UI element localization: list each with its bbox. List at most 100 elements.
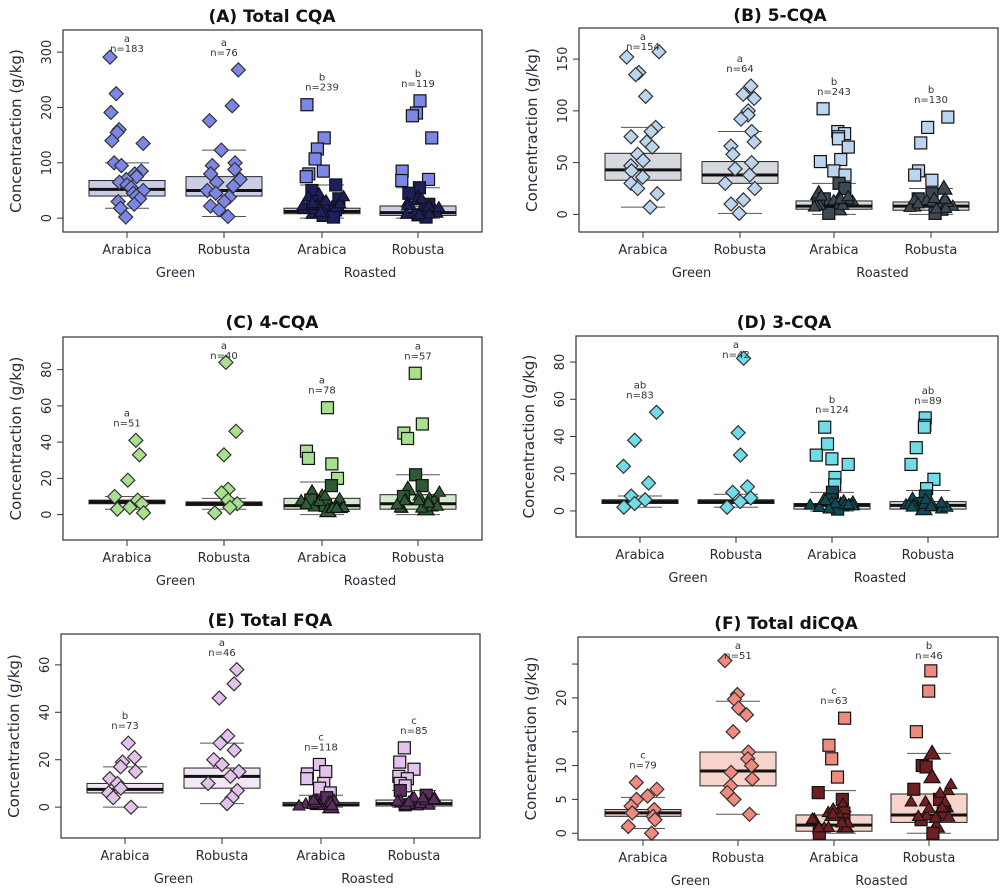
group-label: Green <box>156 266 195 281</box>
data-point <box>415 479 429 493</box>
data-point <box>117 209 134 225</box>
data-point <box>320 401 335 415</box>
data-point <box>211 690 228 706</box>
data-point-cluster <box>399 207 414 219</box>
box <box>185 176 263 197</box>
plot-frame <box>60 633 481 839</box>
data-point <box>201 112 218 129</box>
y-tick-label: 300 <box>40 40 55 65</box>
data-point <box>230 61 247 78</box>
sample-size-label: n=64 <box>726 64 753 75</box>
significance-letter: b <box>928 85 934 96</box>
data-point-cluster <box>390 794 405 806</box>
plot-frame <box>62 336 483 541</box>
data-point <box>135 135 151 152</box>
data-point-cluster <box>397 493 412 506</box>
data-point-cluster <box>841 497 856 510</box>
series-green-robusta: an=46 <box>183 638 261 812</box>
data-point <box>732 447 749 463</box>
sample-size-label: n=57 <box>404 351 431 362</box>
data-point-cluster <box>325 798 340 811</box>
data-point <box>827 164 841 178</box>
data-point <box>425 131 439 145</box>
significance-letter: c <box>318 732 324 743</box>
y-tick-label: 0 <box>553 507 568 515</box>
series-green-robusta: an=51 <box>699 641 777 823</box>
group-label: Roasted <box>341 872 394 887</box>
data-point-cluster <box>904 794 918 807</box>
series-roasted-arabica: cn=118 <box>282 732 360 814</box>
data-point <box>738 706 755 723</box>
data-point <box>735 350 752 367</box>
series-roasted-robusta: cn=85 <box>375 716 453 812</box>
group-label: Green <box>156 574 195 589</box>
y-tick-label: 0 <box>555 829 570 837</box>
data-point <box>741 806 758 823</box>
data-point <box>103 104 119 121</box>
data-point <box>941 110 955 124</box>
data-point <box>825 752 839 766</box>
data-point-cluster <box>306 793 321 805</box>
series-roasted-arabica: cn=63 <box>795 686 873 840</box>
panel-title: (A) Total CQA <box>208 7 336 27</box>
x-tick-label: Arabica <box>809 243 858 258</box>
significance-letter: a <box>221 341 227 352</box>
x-tick-label: Robusta <box>710 548 763 563</box>
data-point <box>113 157 130 174</box>
significance-letter: a <box>124 408 130 419</box>
data-point <box>119 472 136 489</box>
sample-size-label: n=130 <box>914 95 948 106</box>
data-point <box>131 446 148 463</box>
panel-b: (B) 5-CQA Concentraction (g/kg) 0 50 100 150 A… <box>523 6 999 281</box>
x-tick-label: Arabica <box>807 548 856 563</box>
significance-letter: a <box>733 340 739 351</box>
data-point <box>717 175 734 192</box>
x-tick-label: Arabica <box>102 551 151 566</box>
data-point-cluster <box>922 801 936 813</box>
y-axis-label: Concentraction (g/kg) <box>7 357 25 521</box>
series-green-arabica: an=51 <box>88 408 166 521</box>
data-point <box>206 504 223 521</box>
data-point <box>818 420 832 434</box>
plot-frame <box>577 636 999 841</box>
group-label: Roasted <box>854 571 907 586</box>
data-point-cluster <box>938 201 953 213</box>
data-point <box>126 196 143 213</box>
group-label: Roasted <box>344 266 397 281</box>
data-point <box>415 417 429 431</box>
data-point-cluster <box>421 495 436 508</box>
series-green-arabica: an=183 <box>88 34 166 225</box>
data-point <box>741 167 758 183</box>
data-point <box>299 170 313 184</box>
data-point-cluster <box>825 806 840 819</box>
data-point-cluster <box>929 201 944 214</box>
panel-e: (E) Total FQA Concentraction (g/kg) 0 20 40 6… <box>5 611 481 887</box>
data-point <box>640 475 657 491</box>
data-point <box>402 186 416 200</box>
significance-letter: a <box>735 641 741 652</box>
data-point <box>909 441 923 455</box>
significance-letter: ab <box>922 386 934 397</box>
data-point-cluster <box>319 193 333 206</box>
significance-letter: b <box>122 711 128 722</box>
data-point-cluster <box>841 189 855 202</box>
data-point-cluster <box>430 499 445 511</box>
data-point <box>746 134 762 150</box>
sample-size-label: n=40 <box>210 351 237 362</box>
data-point <box>822 206 836 220</box>
y-tick-label: 0 <box>40 510 55 518</box>
series-roasted-robusta: an=57 <box>379 341 457 516</box>
series-green-robusta: an=76 <box>185 38 263 225</box>
data-point <box>112 758 129 775</box>
sample-size-label: n=124 <box>815 405 849 416</box>
data-point <box>649 781 665 798</box>
data-point-cluster <box>935 800 949 813</box>
data-point <box>109 501 126 518</box>
series-green-robusta: an=42 <box>697 340 775 516</box>
data-point <box>207 185 224 202</box>
x-tick-label: Arabica <box>296 849 345 864</box>
data-point <box>834 152 848 167</box>
series-roasted-arabica: bn=243 <box>795 77 873 220</box>
sample-size-label: n=239 <box>305 83 339 94</box>
